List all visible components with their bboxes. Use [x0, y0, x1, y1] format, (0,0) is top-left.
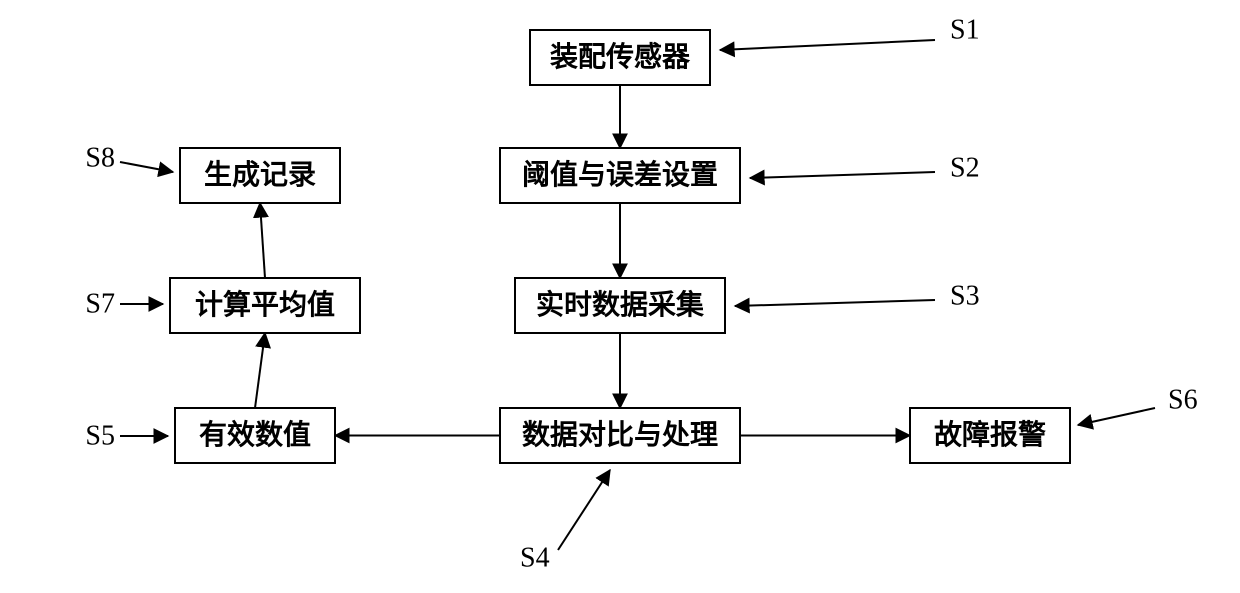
step-label-s6: S6: [1168, 385, 1198, 416]
step-pointer-arrow: [1078, 408, 1155, 425]
flow-node-n6: 故障报警: [910, 408, 1070, 463]
step-label-s4: S4: [520, 543, 550, 574]
step-pointer-arrow: [750, 172, 935, 178]
flow-node-n2: 阈值与误差设置: [500, 148, 740, 203]
step-pointer-arrow: [720, 40, 935, 50]
flow-node-label: 有效数值: [199, 419, 311, 451]
flow-edge: [260, 203, 265, 278]
flow-node-label: 阈值与误差设置: [522, 158, 718, 191]
flow-edge: [255, 333, 265, 408]
step-label-s3: S3: [950, 281, 980, 312]
flow-node-n3: 实时数据采集: [515, 278, 725, 333]
step-pointer-arrow: [120, 162, 173, 172]
step-label-s7: S7: [85, 289, 115, 320]
flow-node-label: 生成记录: [204, 159, 316, 191]
flow-node-label: 计算平均值: [195, 288, 335, 321]
edges-layer: [255, 85, 910, 436]
step-label-s1: S1: [950, 15, 980, 46]
flow-node-n8: 生成记录: [180, 148, 340, 203]
flow-node-n5: 有效数值: [175, 408, 335, 463]
flow-node-n4: 数据对比与处理: [500, 408, 740, 463]
flow-node-n1: 装配传感器: [530, 30, 710, 85]
step-pointer-arrow: [735, 300, 935, 306]
flow-node-label: 实时数据采集: [536, 288, 704, 321]
flow-node-label: 故障报警: [934, 418, 1046, 451]
step-label-s8: S8: [85, 143, 115, 174]
flow-node-label: 装配传感器: [550, 41, 691, 73]
flow-node-label: 数据对比与处理: [522, 419, 718, 451]
flow-node-n7: 计算平均值: [170, 278, 360, 333]
step-label-s2: S2: [950, 153, 980, 184]
step-pointer-arrow: [558, 470, 610, 550]
step-label-s5: S5: [85, 421, 115, 452]
flow-diagram: 装配传感器阈值与误差设置实时数据采集数据对比与处理 有效数值 故障报警 计算平均值 生成…: [0, 0, 1240, 593]
